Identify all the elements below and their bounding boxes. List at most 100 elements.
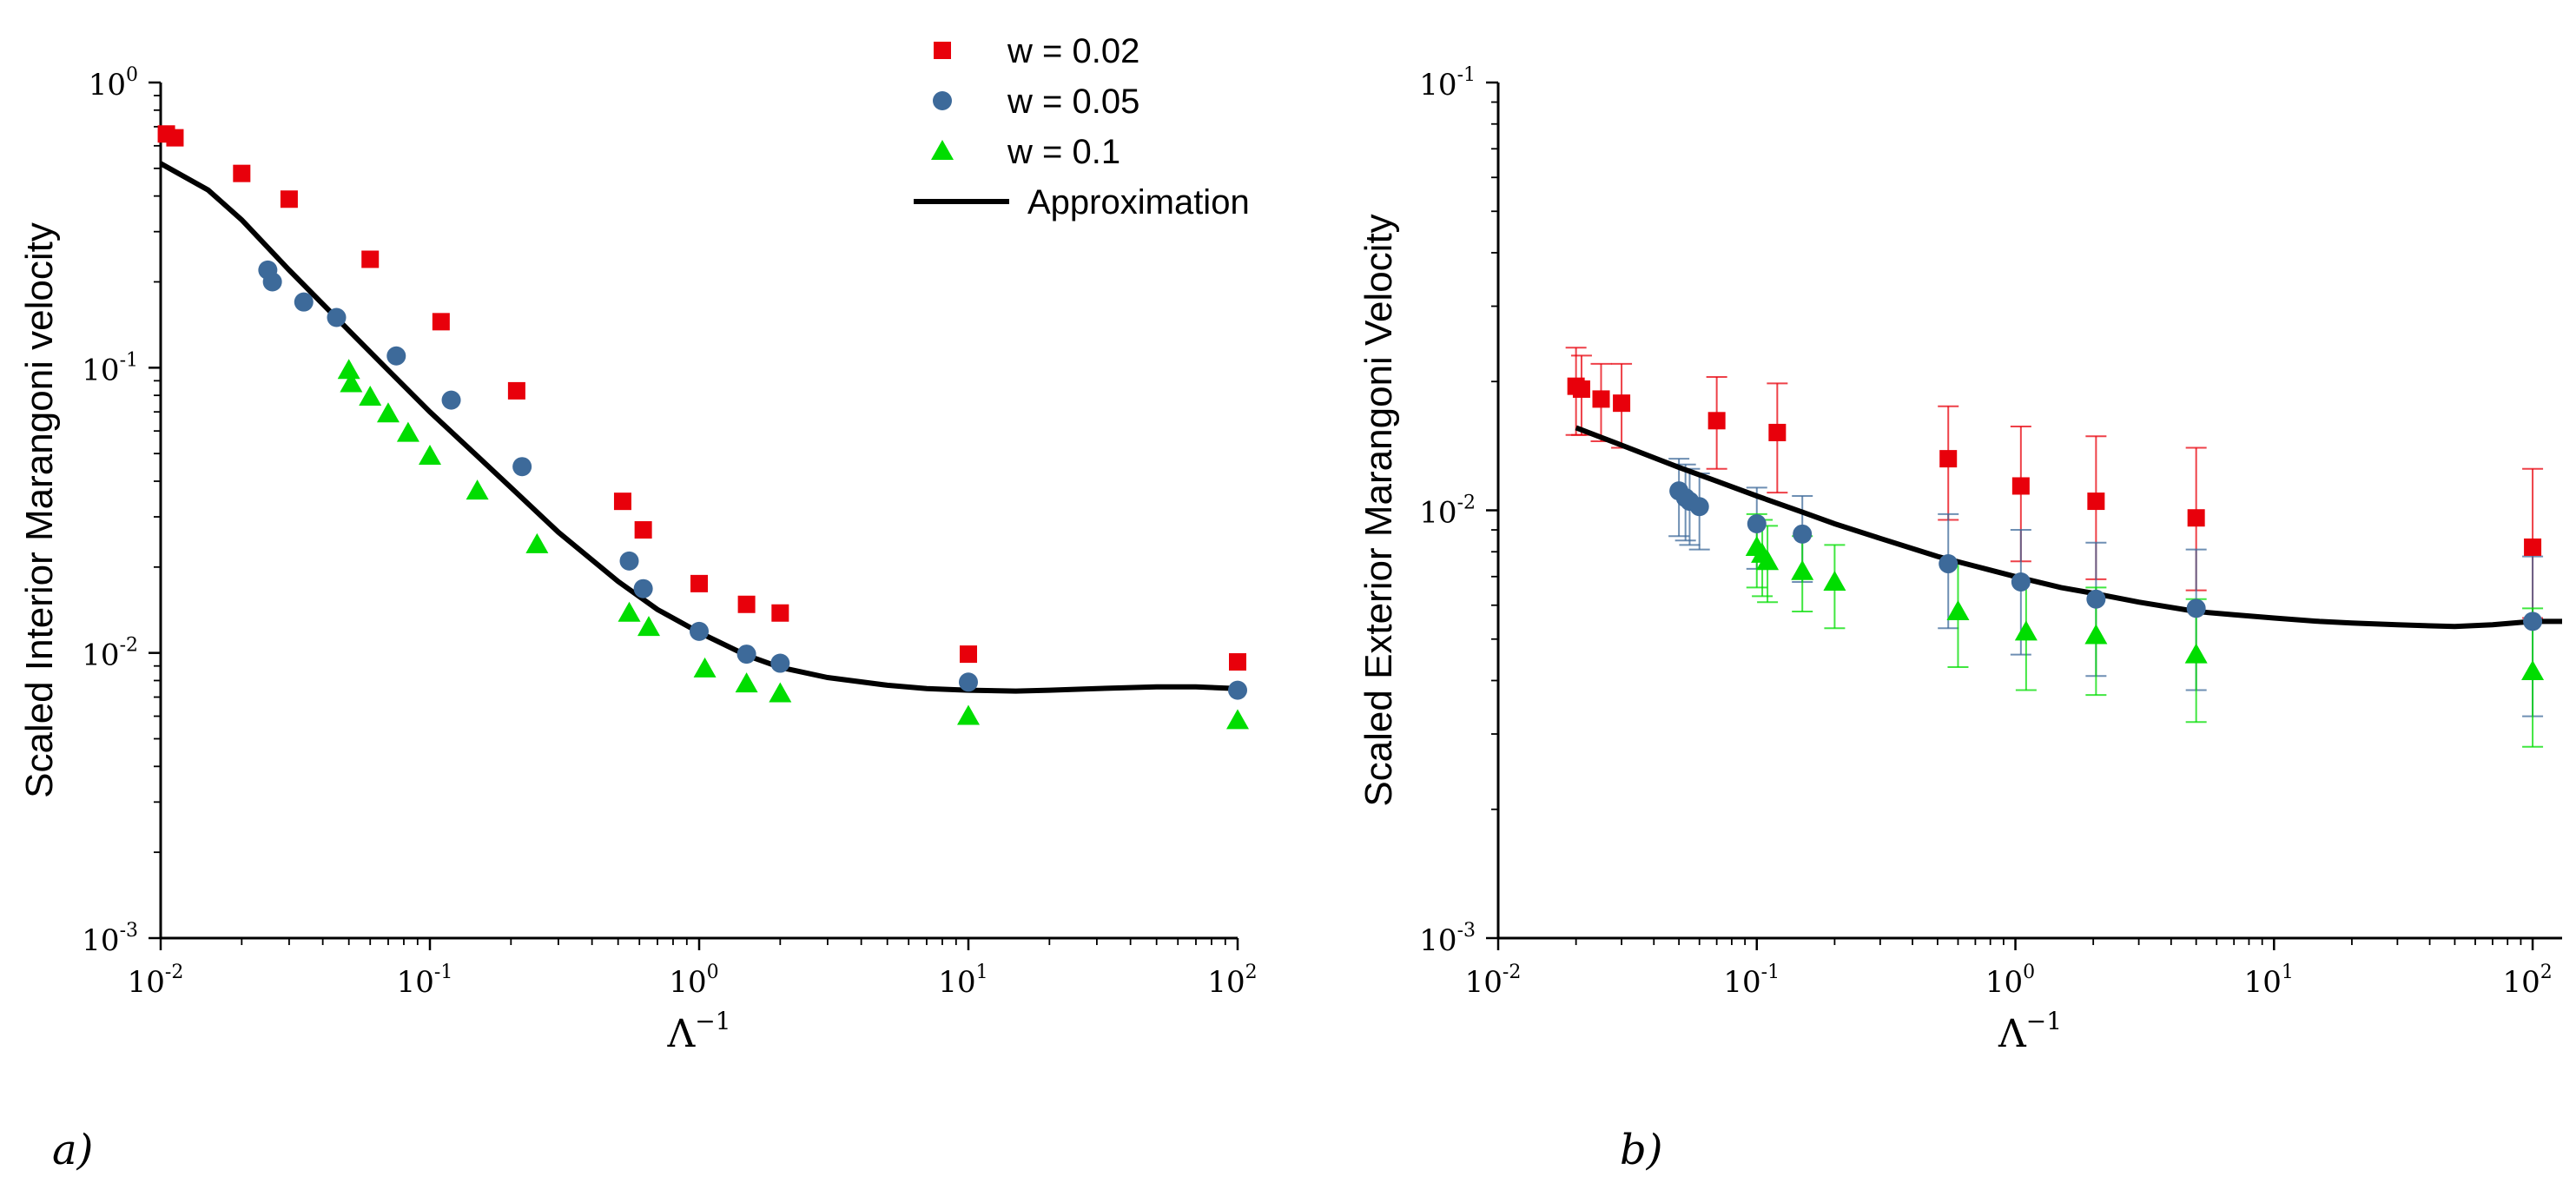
data-point-square [634, 521, 652, 539]
x-axis-label: Λ−1 [666, 1007, 730, 1056]
data-point-triangle [525, 532, 549, 553]
data-point-circle [441, 390, 461, 410]
data-point-triangle [618, 601, 641, 622]
data-point-circle [1228, 680, 1247, 700]
data-point-triangle [637, 616, 661, 637]
y-tick-label: 10-3 [82, 920, 138, 958]
legend-label: Approximation [1027, 183, 1250, 221]
data-point-triangle [769, 682, 792, 703]
data-point-circle [2186, 598, 2206, 618]
data-point-circle [2086, 589, 2106, 609]
data-point-triangle [2521, 660, 2545, 681]
data-point-triangle [2084, 624, 2108, 645]
data-point-square [771, 604, 789, 622]
legend-label: w = 0.1 [1007, 133, 1120, 171]
legend-marker-square [934, 42, 951, 59]
data-point-triangle [735, 672, 758, 693]
data-point-circle [327, 307, 347, 327]
data-point-circle [1939, 554, 1958, 574]
data-point-circle [1689, 497, 1709, 517]
data-point-triangle [419, 445, 441, 466]
approximation-line [1575, 425, 2562, 630]
data-point-circle [619, 551, 639, 571]
data-point-circle [294, 292, 314, 312]
data-point-triangle [957, 704, 980, 725]
data-point-square [1572, 380, 1590, 398]
data-point-square [1707, 412, 1726, 430]
data-point-square [361, 250, 380, 268]
data-point-circle [770, 653, 790, 673]
data-point-triangle [359, 385, 382, 406]
y-tick-label: 10-1 [82, 349, 138, 387]
data-point-square [233, 164, 251, 182]
x-tick-label: 100 [669, 962, 718, 1000]
data-point-triangle [2014, 620, 2038, 641]
data-point-square [2087, 493, 2105, 511]
data-point-square [280, 190, 298, 208]
data-point-circle [959, 672, 978, 692]
data-point-circle [1793, 524, 1813, 544]
x-tick-label: 100 [1985, 962, 2035, 1000]
data-point-triangle [1791, 559, 1814, 580]
data-point-circle [262, 272, 282, 292]
data-point-circle [2011, 572, 2031, 592]
data-point-square [2187, 509, 2205, 527]
data-point-circle [2523, 612, 2543, 631]
data-point-circle [690, 621, 709, 641]
approximation-line [159, 161, 1238, 694]
y-tick-label: 10-3 [1419, 920, 1476, 958]
data-point-triangle [376, 402, 400, 423]
data-point-square [737, 595, 756, 613]
data-point-square [507, 381, 525, 400]
legend-marker-circle [933, 91, 952, 110]
data-point-square [1613, 394, 1631, 413]
x-tick-label: 10-2 [1465, 962, 1522, 1000]
data-point-triangle [1823, 570, 1846, 591]
legend-label: w = 0.02 [1007, 32, 1139, 70]
data-point-triangle [693, 657, 717, 678]
legend-marker-triangle [931, 140, 954, 160]
data-point-square [690, 574, 708, 592]
data-point-square [960, 645, 977, 664]
y-tick-label: 10-2 [1419, 493, 1476, 531]
x-tick-label: 101 [2244, 962, 2294, 1000]
data-point-square [2011, 477, 2030, 495]
x-tick-label: 101 [938, 962, 987, 1000]
legend-label: w = 0.05 [1007, 83, 1139, 121]
x-tick-label: 10-2 [128, 962, 184, 1000]
data-point-circle [512, 457, 532, 477]
x-tick-label: 10-1 [1723, 962, 1780, 1000]
data-point-triangle [1946, 600, 1970, 621]
panel-b-chart: 10-2 10-1 100 101 102 10-3 10-2 10-1 Λ−1 Scaled E… [1357, 64, 2562, 1174]
data-point-circle [1747, 514, 1767, 534]
legend: w = 0.02 w = 0.05 w = 0.1 Approximation [914, 32, 1250, 221]
x-axis-label: Λ−1 [1998, 1007, 2062, 1056]
data-point-circle [633, 578, 653, 598]
data-point-square [166, 129, 184, 147]
panel-a-chart: 10-2 10-1 100 101 102 10-3 10-2 10-1 100 Λ−1 Scale… [18, 64, 1258, 1174]
data-point-square [1939, 450, 1958, 468]
data-point-triangle [1756, 550, 1780, 571]
panel-label: b) [1620, 1126, 1662, 1174]
data-point-square [2524, 538, 2542, 556]
data-point-square [432, 313, 450, 331]
y-tick-label: 10-2 [82, 635, 138, 673]
y-axis-label: Scaled Exterior Marangoni Velocity [1357, 214, 1400, 806]
panel-label: a) [52, 1126, 93, 1174]
y-tick-label: 10-1 [1419, 64, 1476, 102]
data-point-triangle [396, 421, 419, 442]
data-point-triangle [340, 372, 363, 393]
data-point-circle [386, 346, 406, 366]
x-tick-label: 102 [2502, 962, 2552, 1000]
data-point-square [613, 493, 631, 511]
x-tick-label: 10-1 [397, 962, 453, 1000]
y-axis-label: Scaled Interior Marangoni velocity [18, 222, 61, 798]
data-point-square [1768, 423, 1787, 441]
x-tick-label: 102 [1207, 962, 1257, 1000]
data-point-circle [736, 645, 756, 664]
data-point-triangle [1226, 709, 1249, 730]
data-point-triangle [466, 479, 489, 500]
data-point-square [1592, 390, 1610, 408]
data-point-triangle [2184, 643, 2208, 664]
